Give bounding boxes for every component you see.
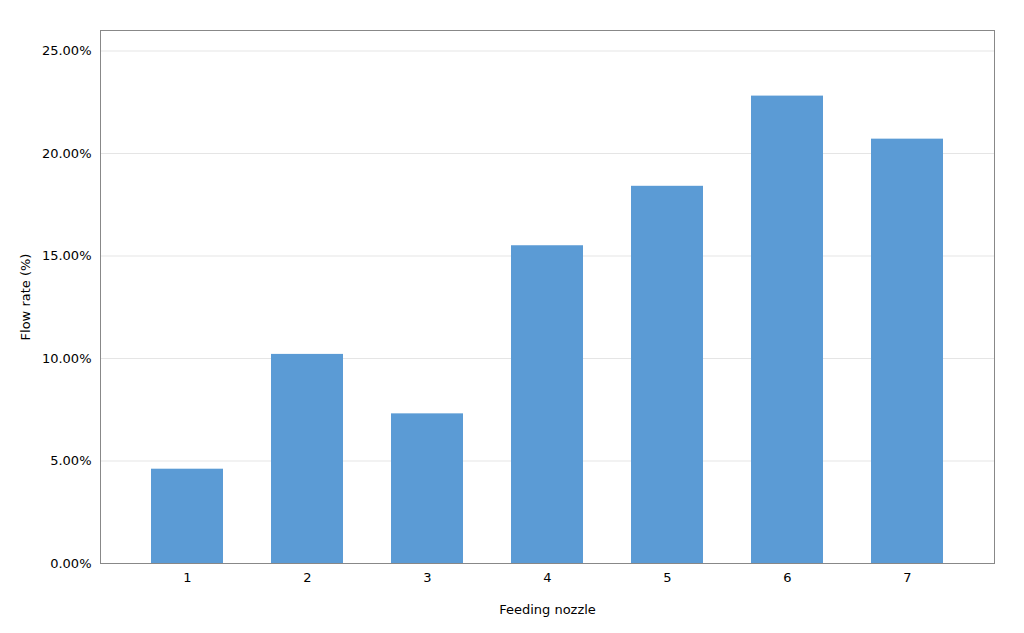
svg-text:5: 5 [663, 570, 671, 585]
svg-text:4: 4 [543, 570, 551, 585]
svg-text:7: 7 [903, 570, 911, 585]
svg-text:Feeding nozzle: Feeding nozzle [499, 602, 596, 617]
svg-text:25.00%: 25.00% [42, 43, 92, 58]
svg-text:6: 6 [783, 570, 791, 585]
svg-text:5.00%: 5.00% [50, 453, 91, 468]
svg-text:3: 3 [423, 570, 431, 585]
svg-text:0.00%: 0.00% [50, 556, 91, 571]
svg-text:10.00%: 10.00% [42, 351, 92, 366]
svg-text:20.00%: 20.00% [42, 146, 92, 161]
svg-text:1: 1 [183, 570, 191, 585]
svg-text:2: 2 [303, 570, 311, 585]
svg-text:15.00%: 15.00% [42, 248, 92, 263]
svg-text:Flow rate (%): Flow rate (%) [18, 254, 33, 341]
